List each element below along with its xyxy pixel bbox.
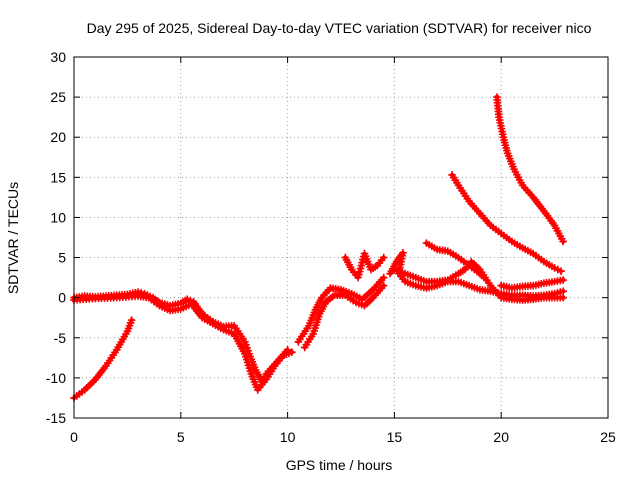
data-point [242,355,251,364]
data-point [241,350,249,358]
data-point [282,350,290,359]
y-tick-label: 0 [58,290,66,306]
data-point [309,329,318,338]
series-track-5 [300,281,388,352]
data-point [310,327,318,335]
x-tick-label: 25 [600,429,616,445]
data-point [354,273,362,282]
x-axis-label: GPS time / hours [286,457,393,473]
x-tick-label: 20 [493,429,509,445]
x-tick-label: 15 [387,429,403,445]
data-point [279,351,288,360]
series-track-3 [70,292,296,394]
x-tick-label: 5 [177,429,185,445]
data-point [241,337,249,346]
data-points [70,93,567,402]
y-tick-label: -10 [46,370,66,386]
data-point [126,319,135,327]
data-point [355,299,363,308]
data-point [285,349,293,358]
y-tick-label: 25 [50,89,66,105]
y-tick-label: -5 [54,330,67,346]
data-point [314,315,322,324]
data-point [314,312,323,321]
series-track-4 [294,273,388,346]
data-point [379,273,388,282]
series-track-9 [422,239,488,282]
data-point [242,340,250,349]
y-tick-label: -15 [46,410,66,426]
data-point [355,267,364,276]
data-point [559,237,567,246]
y-axis-label: SDTVAR / TECUs [5,182,21,294]
data-point [244,361,253,370]
data-point [288,348,296,357]
chart-title: Day 295 of 2025, Sidereal Day-to-day VTE… [87,20,592,36]
data-point [124,324,133,333]
data-point [379,253,388,262]
data-point [559,293,567,302]
data-point [480,273,488,282]
data-point [355,270,363,279]
series-track-12 [497,276,567,292]
data-point [245,364,254,372]
y-tick-label: 30 [50,49,66,65]
data-point [312,321,320,329]
y-tick-label: 15 [50,169,66,185]
data-point [127,316,136,324]
data-point [313,318,321,327]
series-track-11 [493,93,567,246]
grid-lines [74,57,608,418]
series-track-10 [448,171,565,275]
data-point [123,327,132,336]
data-point [358,258,366,267]
y-tick-label: 10 [50,209,66,225]
data-point [246,367,255,375]
data-point [357,300,366,309]
data-point [243,358,252,367]
series-track-1 [70,316,136,402]
data-point [241,352,250,361]
data-point [379,281,388,290]
y-tick-label: 20 [50,129,66,145]
data-point [125,321,134,330]
data-point [559,287,567,296]
y-tick-label: 5 [58,250,66,266]
plot-frame [73,56,609,419]
x-tick-label: 10 [280,429,296,445]
data-point [311,324,319,332]
series-line [449,172,564,274]
data-point [557,267,565,275]
data-point [243,344,251,352]
data-point [357,261,366,270]
data-point [559,276,567,284]
x-tick-label: 0 [70,429,78,445]
data-point [356,264,365,273]
series-line [71,317,135,401]
series-track-6 [341,249,388,282]
axis-ticks: 0 5 10 15 20 25 -15 -10 -5 0 5 10 15 20 25 30 [46,49,616,445]
data-point [352,298,360,307]
series-track-8 [390,257,567,304]
